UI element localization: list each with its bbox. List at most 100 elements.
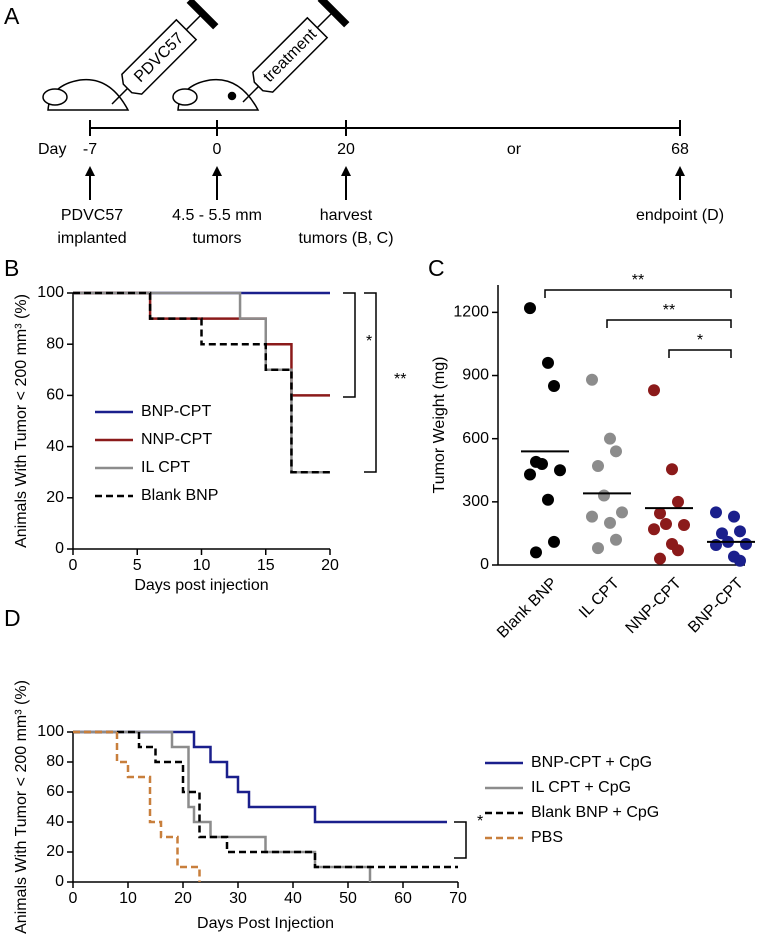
dot [610, 533, 622, 546]
y-tick-label: 20 [46, 489, 64, 506]
legend-label: BNP-CPT + CpG [531, 754, 652, 771]
dot [592, 460, 604, 473]
y-tick-label: 100 [37, 284, 64, 301]
annotation: tumors (B, C) [298, 230, 393, 247]
x-tick-label: 0 [69, 890, 78, 907]
survival-line [73, 730, 447, 824]
dot [734, 554, 746, 567]
panel-label: A [4, 3, 20, 29]
dot [604, 516, 616, 529]
y-tick-label: 0 [55, 540, 64, 557]
significance-label: * [477, 813, 483, 830]
dot [672, 495, 684, 508]
panel-label: D [4, 605, 21, 631]
dot [710, 506, 722, 519]
annotation: endpoint (D) [636, 207, 724, 224]
x-tick-label: 10 [119, 890, 137, 907]
y-tick-label: 900 [462, 367, 489, 384]
dot [678, 519, 690, 531]
survival-line [73, 730, 372, 882]
y-tick-label: 80 [46, 753, 64, 770]
significance-label: ** [394, 371, 406, 388]
legend-label: IL CPT + CpG [531, 779, 631, 796]
x-tick-label: 15 [257, 557, 275, 574]
significance-bracket [606, 319, 732, 328]
y-tick-label: 20 [46, 843, 64, 860]
annotation: harvest [320, 207, 373, 224]
panel-label: C [428, 255, 445, 281]
x-tick-label: 10 [193, 557, 211, 574]
dot [604, 432, 616, 445]
annotation: implanted [57, 230, 126, 247]
y-tick-label: 40 [46, 438, 64, 455]
y-tick-label: 0 [480, 556, 489, 573]
x-tick-label: 20 [174, 890, 192, 907]
panel-label: B [4, 255, 19, 281]
dot [548, 535, 560, 548]
annotation: PDVC57 [61, 207, 123, 224]
significance-bracket [668, 349, 732, 358]
legend-label: Blank BNP + CpG [531, 804, 659, 821]
y-tick-label: 1200 [453, 304, 489, 321]
significance-bracket [454, 821, 467, 859]
annotation: tumors [193, 230, 242, 247]
legend-label: IL CPT [141, 459, 190, 476]
x-tick-label: 60 [394, 890, 412, 907]
survival-line [73, 730, 458, 869]
legend-label: Blank BNP [141, 487, 218, 504]
legend-label: NNP-CPT [141, 431, 212, 448]
y-tick-label: 600 [462, 430, 489, 447]
y-tick-label: 0 [55, 873, 64, 890]
x-tick-label: 20 [321, 557, 339, 574]
significance-bracket [343, 292, 356, 398]
y-axis-label: Animals With Tumor < 200 mm³ (%) [13, 680, 30, 934]
x-tick-label: BNP-CPT [685, 575, 747, 637]
y-tick-label: 40 [46, 813, 64, 830]
y-axis-label: Tumor Weight (mg) [431, 357, 448, 494]
dot [734, 525, 746, 538]
x-tick-label: 5 [133, 557, 142, 574]
dot [660, 517, 672, 530]
dot [654, 552, 666, 565]
x-tick-label: 50 [339, 890, 357, 907]
significance-label: * [366, 333, 372, 350]
syringe: treatment [242, 0, 350, 103]
x-tick-label: IL CPT [576, 575, 623, 622]
day: -7 [83, 141, 97, 158]
y-tick-label: 80 [46, 335, 64, 352]
x-tick-label: 70 [449, 890, 467, 907]
survival-line [73, 291, 330, 474]
dot [666, 463, 678, 476]
dot [648, 384, 660, 397]
dot [740, 537, 752, 550]
legend-label: BNP-CPT [141, 403, 211, 420]
significance-bracket [544, 289, 732, 298]
dot [672, 544, 684, 557]
day: 0 [213, 141, 222, 158]
y-axis-label: Animals With Tumor < 200 mm³ (%) [13, 294, 30, 548]
dot [548, 380, 560, 393]
dot [654, 507, 666, 520]
dot [598, 489, 610, 502]
dot [648, 523, 660, 536]
dot [728, 510, 740, 523]
dot [530, 546, 542, 559]
day: 68 [671, 141, 689, 158]
dot [554, 464, 566, 477]
dot [710, 539, 722, 551]
significance-label: ** [663, 302, 675, 319]
significance-bracket [364, 292, 377, 473]
syringe: PDVC57 [111, 0, 219, 105]
mouse [42, 78, 260, 111]
dot [716, 527, 728, 540]
dot [542, 356, 554, 369]
x-tick-label: NNP-CPT [623, 575, 685, 637]
dot [592, 542, 604, 555]
y-tick-label: 60 [46, 783, 64, 800]
x-tick-label: 40 [284, 890, 302, 907]
or-label: or [507, 141, 522, 158]
x-axis-label: Days post injection [134, 577, 268, 594]
survival-line [73, 730, 201, 882]
